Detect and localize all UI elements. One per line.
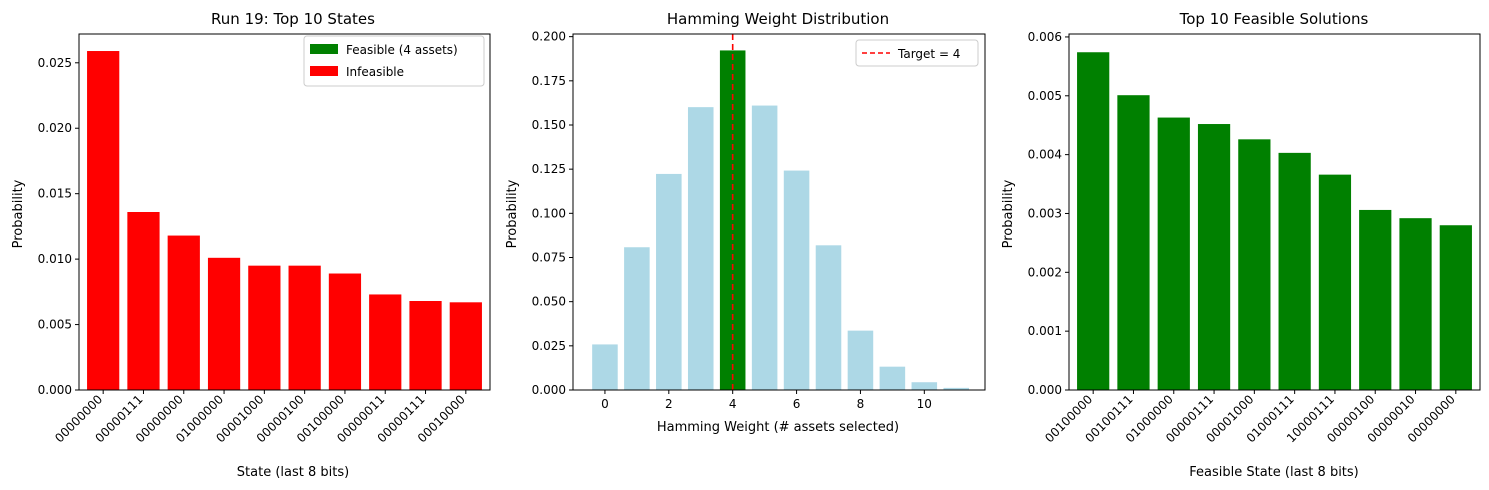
chart-2-legend-box [855,39,979,67]
chart-1-xlabel: State (last 8 bits) [237,465,349,480]
x-tick-label: 10 [917,397,932,411]
x-tick-label: 4 [729,397,737,411]
chart-1-bar [127,212,160,390]
y-tick-label: 0.025 [38,56,72,70]
y-tick-label: 0.005 [1028,89,1062,103]
x-tick-label: 8 [857,397,865,411]
chart-2-bar [783,170,810,390]
y-tick-label: 0.005 [38,318,72,332]
chart-1-legend-box [303,35,485,87]
chart-3-plot: 0.0000.0010.0020.0030.0040.0050.00600100… [1028,30,1481,445]
legend-label-feasible: Feasible (4 assets) [346,43,458,57]
y-tick-label: 0.015 [38,187,72,201]
chart-2: Hamming Weight Distribution 0.0000.0250.… [505,10,986,435]
chart-2-bar [815,245,842,390]
chart-2-bar [656,173,682,390]
chart-3-ylabel: Probability [1001,179,1016,248]
chart-3-bar [1359,209,1392,390]
chart-3-bar [1077,52,1110,390]
y-tick-label: 0.000 [532,383,566,397]
chart-2-ylabel: Probability [505,179,520,248]
chart-1-bar [328,273,362,390]
chart-3-bar [1197,124,1231,390]
chart-1-bar [248,265,281,390]
chart-1-frame [78,33,491,391]
y-tick-label: 0.125 [532,162,566,176]
chart-2-bar [592,344,618,390]
chart-1-bar [369,294,402,390]
y-tick-label: 0.006 [1028,30,1062,44]
chart-2-bar [943,387,970,390]
y-tick-label: 0.100 [532,206,566,220]
chart-3-bar [1318,174,1352,390]
x-tick-label: 6 [793,397,801,411]
chart-3-xlabel: Feasible State (last 8 bits) [1189,465,1359,480]
legend-swatch-infeasible [310,66,338,76]
chart-2-legend: Target = 4 [855,39,979,67]
chart-3-frame [1068,33,1481,391]
chart-3-bar [1278,152,1311,390]
y-tick-label: 0.200 [532,30,566,44]
y-tick-label: 0.003 [1028,206,1062,220]
chart-3-title: Top 10 Feasible Solutions [1179,10,1369,28]
chart-3-bar [1157,117,1190,391]
chart-1-bar [87,51,120,390]
chart-3: Top 10 Feasible Solutions 0.000 0.001 0.00… [1001,10,1481,480]
chart-2-bar [879,366,906,390]
chart-3-bar [1399,218,1432,390]
y-tick-label: 0.000 [1028,383,1062,397]
chart-1-ylabel: Probability [11,179,26,248]
chart-1-bar [288,265,321,390]
chart-1-bar [167,235,200,390]
x-tick-label: 2 [665,397,673,411]
chart-2-title: Hamming Weight Distribution [667,10,889,28]
chart-1-title: Run 19: Top 10 States [211,10,375,28]
y-tick-label: 0.050 [532,295,566,309]
chart-2-bar [687,107,714,390]
chart-3-bar [1117,95,1150,391]
chart-1-bar [409,301,442,390]
y-tick-label: 0.025 [532,339,566,353]
legend-label-target: Target = 4 [897,47,960,61]
y-tick-label: 0.002 [1028,265,1062,279]
chart-2-bar [751,105,778,391]
y-tick-label: 0.004 [1028,148,1062,162]
y-tick-label: 0.175 [532,74,566,88]
chart-3-bar [1439,225,1472,390]
y-tick-label: 0.010 [38,252,72,266]
chart-2-bar [911,382,938,390]
chart-2-xlabel: Hamming Weight (# assets selected) [657,420,899,435]
chart-2-frame [572,33,986,391]
y-tick-label: 0.020 [38,121,72,135]
chart-1-bar [449,302,482,390]
y-tick-label: 0.150 [532,118,566,132]
x-tick-label: 0 [601,397,609,411]
chart-3-bar [1238,139,1271,390]
y-tick-label: 0.001 [1028,324,1062,338]
chart-2-bar [624,247,650,390]
legend-swatch-feasible [310,44,338,54]
y-tick-label: 0.075 [532,250,566,264]
chart-2-bar [847,330,874,390]
chart-1-legend: Feasible (4 assets) Infeasible [303,35,485,87]
chart-2-plot: 0.000 0.025 0.050 0.075 0.100 0.125 0.150 0.175… [532,30,986,411]
legend-label-infeasible: Infeasible [346,65,404,79]
y-tick-label: 0.000 [38,383,72,397]
chart-1-bar [207,257,241,390]
